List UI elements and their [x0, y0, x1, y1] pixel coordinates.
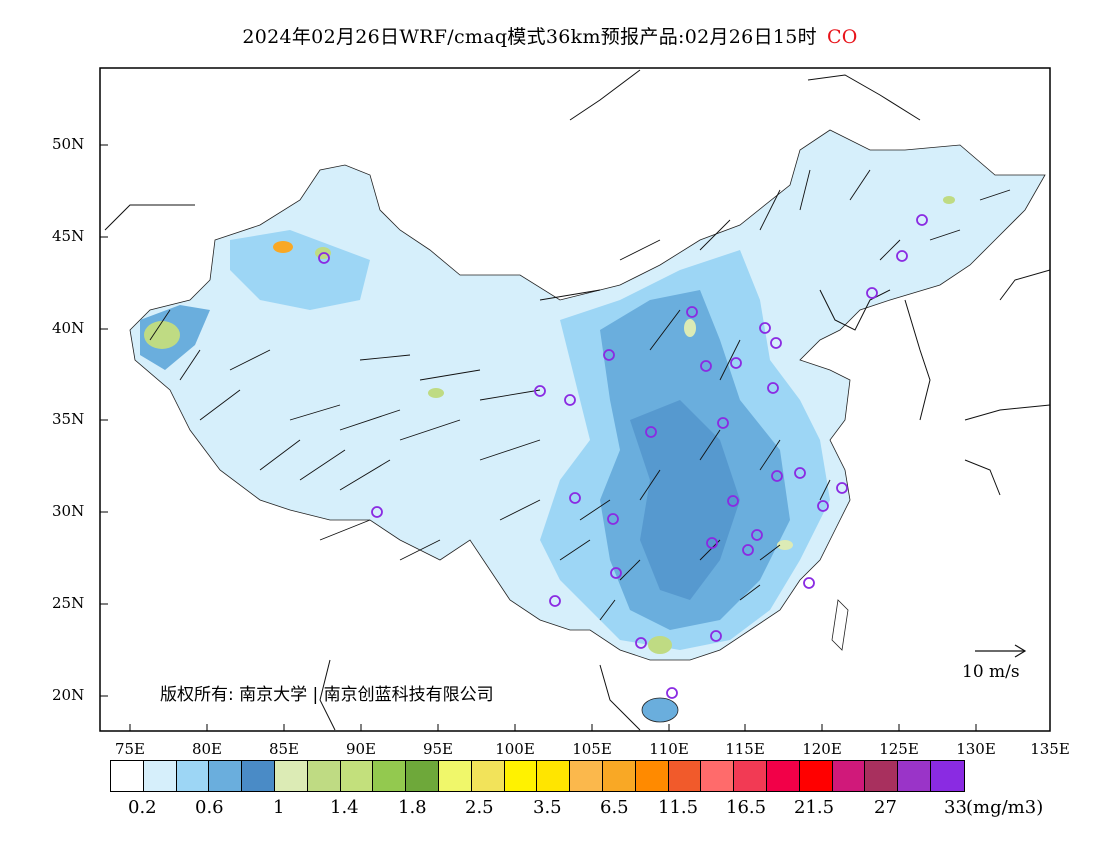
legend-label: 3.5 — [533, 797, 562, 818]
lon-label-95e: 95E — [418, 740, 458, 758]
legend-swatch — [505, 761, 538, 791]
lat-label-20n: 20N — [52, 686, 92, 704]
legend-label: 6.5 — [600, 797, 629, 818]
legend-label: 2.5 — [465, 797, 494, 818]
wind-reference-label: 10 m/s — [962, 662, 1020, 682]
legend-swatch — [242, 761, 275, 791]
legend-swatch — [406, 761, 439, 791]
lon-label-120e: 120E — [802, 740, 842, 758]
legend-swatch — [537, 761, 570, 791]
lon-label-80e: 80E — [187, 740, 227, 758]
legend-swatch — [275, 761, 308, 791]
legend-swatch — [833, 761, 866, 791]
color-legend — [110, 760, 965, 792]
lon-label-100e: 100E — [495, 740, 535, 758]
hotspot-2 — [273, 241, 293, 253]
legend-label: 0.2 — [128, 797, 157, 818]
lon-label-105e: 105E — [572, 740, 612, 758]
legend-swatch — [144, 761, 177, 791]
lon-label-110e: 110E — [649, 740, 689, 758]
legend-label: 11.5 — [658, 797, 698, 818]
lat-label-50n: 50N — [52, 135, 92, 153]
hotspot-7 — [428, 388, 444, 398]
legend-swatch — [636, 761, 669, 791]
legend-swatch — [341, 761, 374, 791]
legend-swatch — [472, 761, 505, 791]
lon-label-85e: 85E — [264, 740, 304, 758]
legend-swatch — [931, 761, 964, 791]
legend-swatch — [865, 761, 898, 791]
legend-swatch — [898, 761, 931, 791]
lon-label-90e: 90E — [341, 740, 381, 758]
legend-swatch — [439, 761, 472, 791]
lon-label-130e: 130E — [956, 740, 996, 758]
lat-label-40n: 40N — [52, 319, 92, 337]
legend-swatch — [767, 761, 800, 791]
lat-label-45n: 45N — [52, 227, 92, 245]
hotspot-6 — [943, 196, 955, 204]
lon-label-75e: 75E — [110, 740, 150, 758]
legend-swatch — [669, 761, 702, 791]
lon-label-115e: 115E — [725, 740, 765, 758]
hotspot-4 — [684, 319, 696, 337]
hotspot-3 — [648, 636, 672, 654]
legend-swatch — [177, 761, 210, 791]
legend-swatch — [111, 761, 144, 791]
lon-label-135e: 135E — [1030, 740, 1070, 758]
hainan-island — [642, 698, 678, 722]
concentration-field — [130, 130, 1045, 722]
legend-label: 1.8 — [398, 797, 427, 818]
legend-swatch — [373, 761, 406, 791]
legend-label: 33 — [944, 797, 967, 818]
legend-swatch — [570, 761, 603, 791]
legend-label: 16.5 — [726, 797, 766, 818]
legend-label: 27 — [874, 797, 897, 818]
legend-swatch — [603, 761, 636, 791]
legend-label: 1 — [273, 797, 284, 818]
legend-swatch — [308, 761, 341, 791]
lat-label-30n: 30N — [52, 502, 92, 520]
legend-unit: (mg/m3) — [966, 797, 1043, 818]
legend-swatch — [701, 761, 734, 791]
legend-label: 0.6 — [195, 797, 224, 818]
lon-label-125e: 125E — [879, 740, 919, 758]
legend-swatch — [800, 761, 833, 791]
legend-label: 21.5 — [794, 797, 834, 818]
lat-label-25n: 25N — [52, 594, 92, 612]
hotspot-1 — [144, 321, 180, 349]
wind-reference-arrow — [975, 645, 1025, 657]
copyright-text: 版权所有: 南京大学 | 南京创蓝科技有限公司 — [160, 680, 494, 705]
lat-label-35n: 35N — [52, 410, 92, 428]
taiwan-island — [832, 600, 848, 650]
legend-label: 1.4 — [330, 797, 359, 818]
legend-swatch — [209, 761, 242, 791]
legend-swatch — [734, 761, 767, 791]
